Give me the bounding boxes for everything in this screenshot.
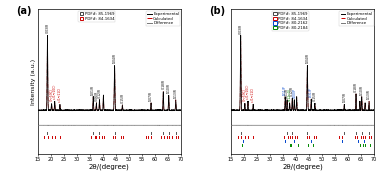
Text: (107)R: (107)R [342, 92, 346, 102]
Text: (018)R: (018)R [354, 82, 358, 92]
Text: (113)R: (113)R [367, 89, 371, 99]
Text: (015)R: (015)R [121, 93, 124, 103]
Text: (101)R: (101)R [285, 88, 289, 98]
Text: (113)R: (113)R [174, 88, 178, 98]
Text: (104)R: (104)R [305, 53, 309, 63]
X-axis label: 2θ/(degree): 2θ/(degree) [89, 163, 130, 170]
Text: c-(1ºr10C): c-(1ºr10C) [246, 84, 250, 99]
Text: (003)R: (003)R [45, 23, 50, 33]
Legend: Experimental, Calculated, Difference: Experimental, Calculated, Difference [146, 11, 180, 26]
Text: c-(1ºr11C): c-(1ºr11C) [58, 87, 62, 102]
Text: (311)P: (311)P [283, 85, 287, 95]
Text: (b): (b) [209, 6, 226, 16]
Text: (012)R: (012)R [98, 88, 101, 98]
Text: (104)R: (104)R [113, 53, 116, 63]
Text: (0ºr59C): (0ºr59C) [243, 89, 247, 101]
Text: (a): (a) [16, 6, 32, 16]
X-axis label: 2θ/(degree): 2θ/(degree) [282, 163, 323, 170]
Text: (110)R: (110)R [167, 83, 171, 93]
Text: (400)P: (400)P [292, 88, 296, 98]
Text: c-(1ºr10C): c-(1ºr10C) [53, 84, 57, 99]
Text: (006)R: (006)R [94, 90, 98, 101]
Text: (015)R: (015)R [313, 91, 317, 101]
Text: (0ºr59C): (0ºr59C) [50, 89, 54, 101]
Text: H(12ºr0): H(12ºr0) [288, 88, 291, 101]
Text: (101)R: (101)R [91, 85, 95, 95]
Y-axis label: Intensity (a.u.): Intensity (a.u.) [31, 58, 36, 104]
Text: (331)P: (331)P [309, 87, 313, 97]
Text: (012)R: (012)R [290, 86, 294, 96]
Text: c-(1ºr11C): c-(1ºr11C) [251, 87, 255, 102]
Text: (003)R: (003)R [239, 23, 243, 33]
Text: (107)R: (107)R [149, 91, 153, 101]
Text: (110)R: (110)R [360, 85, 364, 95]
Legend: Experimental, Calculated, Difference: Experimental, Calculated, Difference [339, 11, 374, 26]
Text: (018)R: (018)R [161, 79, 165, 89]
